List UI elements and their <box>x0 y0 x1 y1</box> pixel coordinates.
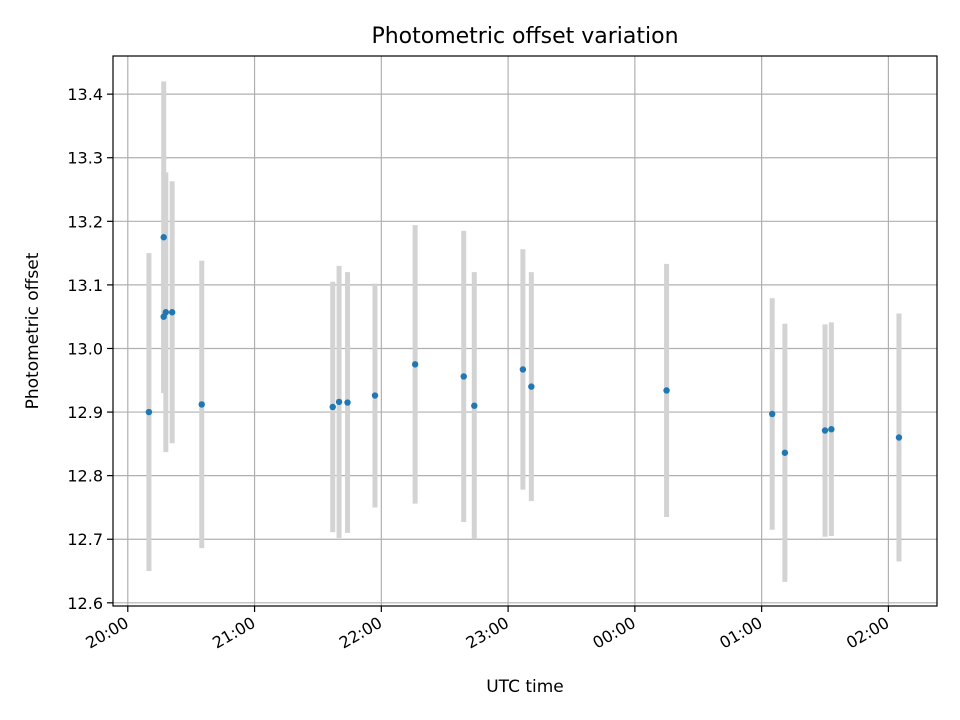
y-tick-label: 13.1 <box>67 276 103 295</box>
x-tick-label: 02:00 <box>843 613 892 653</box>
y-tick-label: 13.0 <box>67 339 103 358</box>
data-point <box>160 234 167 241</box>
data-point <box>168 309 176 316</box>
y-axis-label: Photometric offset <box>23 252 43 409</box>
y-tick-label: 12.9 <box>67 403 103 422</box>
y-tick-label: 13.4 <box>67 85 103 104</box>
data-point <box>145 408 153 416</box>
data-point <box>519 366 527 373</box>
data-point <box>460 373 467 380</box>
y-tick-label: 13.2 <box>67 212 103 231</box>
data-point <box>329 403 336 411</box>
y-axis-ticks: 12.6 12.7 12.8 12.9 13.0 13.1 13.2 13.3 13.4 <box>67 85 113 613</box>
data-point <box>663 387 670 394</box>
data-point <box>162 309 170 316</box>
data-point <box>769 410 776 418</box>
data-point <box>471 402 478 409</box>
chart-title: Photometric offset variation <box>371 24 678 49</box>
data-points <box>145 234 903 456</box>
x-tick-label: 20:00 <box>82 613 131 653</box>
data-point <box>344 399 351 406</box>
x-tick-label: 23:00 <box>463 613 512 653</box>
x-axis-label: UTC time <box>486 677 564 697</box>
x-tick-label: 22:00 <box>336 613 385 653</box>
data-point <box>411 361 419 368</box>
y-tick-label: 13.3 <box>67 149 103 168</box>
data-point <box>781 449 789 456</box>
error-bars <box>146 81 902 582</box>
x-tick-label: 00:00 <box>589 613 638 653</box>
x-tick-label: 21:00 <box>209 613 258 653</box>
x-axis-ticks: 20:00 21:00 22:00 23:00 00:00 01:00 02:00 <box>82 606 892 653</box>
x-tick-label: 01:00 <box>716 613 765 653</box>
y-tick-label: 12.6 <box>67 594 103 613</box>
plot-frame <box>112 55 938 607</box>
data-point <box>335 398 343 406</box>
data-point <box>895 434 903 441</box>
data-point <box>371 392 379 399</box>
data-point <box>821 427 829 434</box>
data-point <box>828 426 835 433</box>
y-tick-label: 12.7 <box>67 530 103 549</box>
y-tick-label: 12.8 <box>67 467 103 486</box>
data-point <box>528 383 535 390</box>
data-point <box>198 401 205 408</box>
